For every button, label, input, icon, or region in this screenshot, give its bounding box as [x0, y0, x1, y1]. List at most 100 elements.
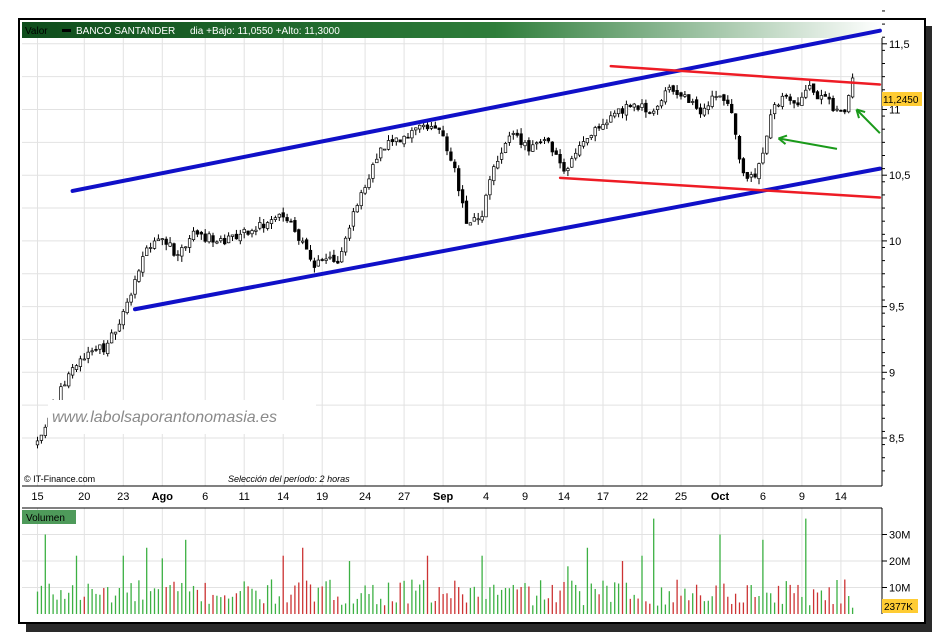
candle: [847, 94, 851, 114]
candle: [585, 138, 590, 146]
candle: [418, 124, 422, 133]
candle: [375, 153, 379, 164]
candle: [137, 269, 141, 283]
candle: [281, 207, 285, 222]
candle: [706, 101, 710, 115]
candle: [601, 118, 605, 130]
instrument-swatch-icon: [62, 29, 71, 32]
candle: [258, 216, 262, 231]
candle: [753, 168, 757, 179]
candle: [811, 83, 816, 96]
candle: [230, 234, 235, 242]
candle: [792, 100, 796, 109]
candle: [347, 224, 352, 241]
candle: [39, 434, 44, 444]
x-tick-label: 9: [522, 491, 528, 503]
candle: [70, 363, 75, 379]
candle: [593, 125, 597, 142]
x-tick-label: 6: [760, 491, 766, 503]
candle: [581, 136, 586, 149]
candle: [819, 89, 824, 105]
candle: [550, 141, 554, 157]
candle: [121, 309, 125, 330]
candle: [191, 227, 196, 242]
candle: [480, 210, 484, 223]
volume-title-box: [22, 510, 76, 524]
candle: [386, 135, 391, 151]
candle: [176, 250, 180, 262]
x-tick-label: Ago: [152, 491, 174, 503]
candle: [379, 147, 383, 162]
candle: [145, 245, 149, 256]
watermark-band: [48, 400, 316, 434]
candle: [316, 255, 320, 267]
candle: [823, 91, 827, 97]
candle: [632, 102, 636, 112]
candle: [414, 127, 418, 136]
candle: [780, 92, 785, 110]
candle: [398, 139, 402, 143]
candle: [538, 138, 543, 145]
candle: [359, 189, 363, 210]
x-tick-label: 27: [398, 491, 410, 503]
price-tick-label: 8,5: [889, 433, 904, 445]
candle: [406, 133, 410, 139]
x-tick-label: Sep: [433, 491, 453, 503]
candle: [761, 147, 765, 165]
price-tick-label: 11,5: [889, 39, 910, 51]
candle: [211, 232, 215, 248]
candle: [519, 128, 523, 149]
candle: [141, 251, 145, 277]
upper-channel-line: [70, 28, 882, 193]
candle: [511, 130, 515, 140]
x-tick-label: 4: [483, 491, 489, 503]
candle: [850, 73, 855, 99]
candle: [613, 110, 617, 119]
candle: [476, 212, 480, 225]
candle: [574, 148, 578, 161]
candle: [843, 109, 847, 115]
candle: [484, 193, 488, 218]
candle: [336, 256, 340, 265]
candle: [808, 80, 812, 91]
candle: [207, 231, 211, 244]
x-tick-label: 6: [202, 491, 208, 503]
candle: [410, 127, 414, 143]
candle: [827, 92, 831, 105]
candle: [589, 134, 593, 141]
candle: [570, 155, 574, 168]
candle: [558, 149, 562, 169]
candle: [367, 174, 371, 190]
candle: [293, 217, 297, 233]
candle: [718, 95, 722, 98]
last-price-box: [882, 92, 922, 106]
candle: [109, 329, 114, 344]
candle: [273, 215, 278, 222]
candle: [784, 93, 788, 99]
candle: [527, 137, 531, 156]
candle: [667, 84, 671, 93]
candle: [671, 84, 675, 95]
candle: [35, 436, 40, 449]
candle: [449, 147, 453, 162]
candle: [702, 103, 707, 117]
candle: [152, 237, 157, 250]
candle: [74, 364, 79, 372]
candle: [745, 171, 749, 182]
candle: [710, 90, 714, 109]
candle: [402, 135, 406, 148]
candle: [757, 162, 761, 185]
x-tick-label: 15: [31, 491, 43, 503]
candle: [223, 234, 227, 246]
candle: [67, 371, 71, 389]
candle: [839, 109, 843, 112]
candle: [562, 158, 566, 174]
candle: [301, 237, 305, 245]
x-tick-label: 24: [359, 491, 371, 503]
candle: [219, 235, 223, 243]
candle: [184, 246, 188, 251]
candle: [262, 219, 266, 233]
candle: [250, 228, 254, 238]
watermark: www.labolsaporantonomasia.es: [52, 409, 277, 426]
candle: [172, 242, 176, 257]
